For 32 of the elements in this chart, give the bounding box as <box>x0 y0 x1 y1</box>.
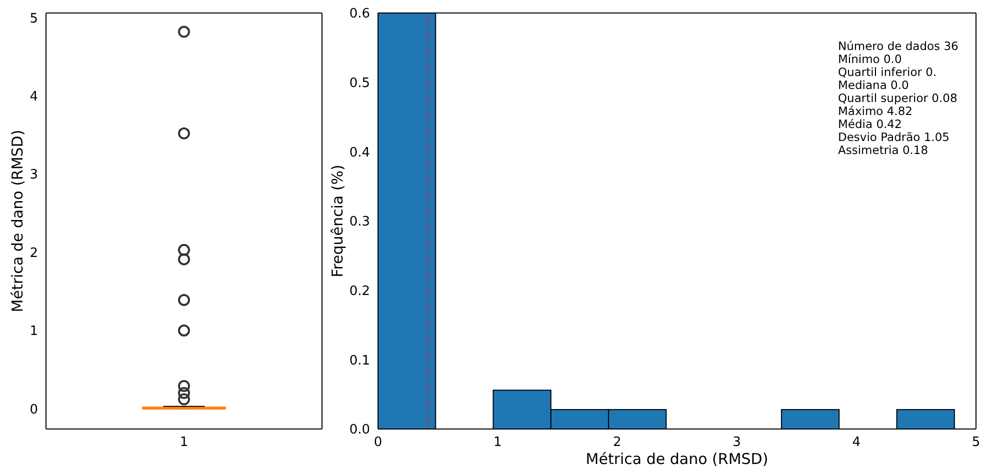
y-tick-label: 4 <box>30 90 38 104</box>
y-tick-label: 0.5 <box>349 76 370 91</box>
annotation: Quartil superior 0.08 <box>838 91 958 105</box>
x-tick-label: 1 <box>493 435 502 450</box>
annotation: Média 0.42 <box>838 117 903 131</box>
annotation: Mínimo 0.0 <box>838 52 903 66</box>
y-tick-label: 1 <box>30 324 38 340</box>
annotation: Máximo 4.82 <box>838 104 912 118</box>
annotation: Mediana 0.0 <box>838 78 910 92</box>
annotation: Número de dados 36 <box>838 39 958 53</box>
annotation: Assimetria 0.18 <box>838 143 930 157</box>
x-tick-label: 0 <box>374 435 382 450</box>
annotation: Desvio Padrão 1.05 <box>838 130 950 144</box>
x-tick-label: 4 <box>852 435 861 450</box>
x-tick-label: 1 <box>180 435 188 450</box>
y-tick-label: 0.4 <box>349 145 370 160</box>
x-tick-label: 3 <box>732 435 741 450</box>
y-tick-label: 0.2 <box>349 284 370 299</box>
y-tick-label: 0.6 <box>349 6 370 22</box>
y-tick-label: 3 <box>30 168 38 183</box>
y-tick-label: 0.3 <box>349 214 370 230</box>
y-tick-label: 0.1 <box>349 353 370 368</box>
y-axis-title: Métrica de dano (RMSD) <box>8 130 26 312</box>
y-tick-label: 5 <box>30 11 38 26</box>
y-tick-label: 0.0 <box>349 422 370 438</box>
x-tick-label: 5 <box>972 435 980 450</box>
x-axis-title: Métrica de dano (RMSD) <box>586 450 768 468</box>
y-axis-title: Frequência (%) <box>328 164 346 278</box>
x-tick-label: 2 <box>613 435 622 450</box>
y-tick-label: 2 <box>30 246 38 261</box>
annotation: Quartil inferior 0. <box>838 65 938 79</box>
y-tick-label: 0 <box>30 402 38 418</box>
